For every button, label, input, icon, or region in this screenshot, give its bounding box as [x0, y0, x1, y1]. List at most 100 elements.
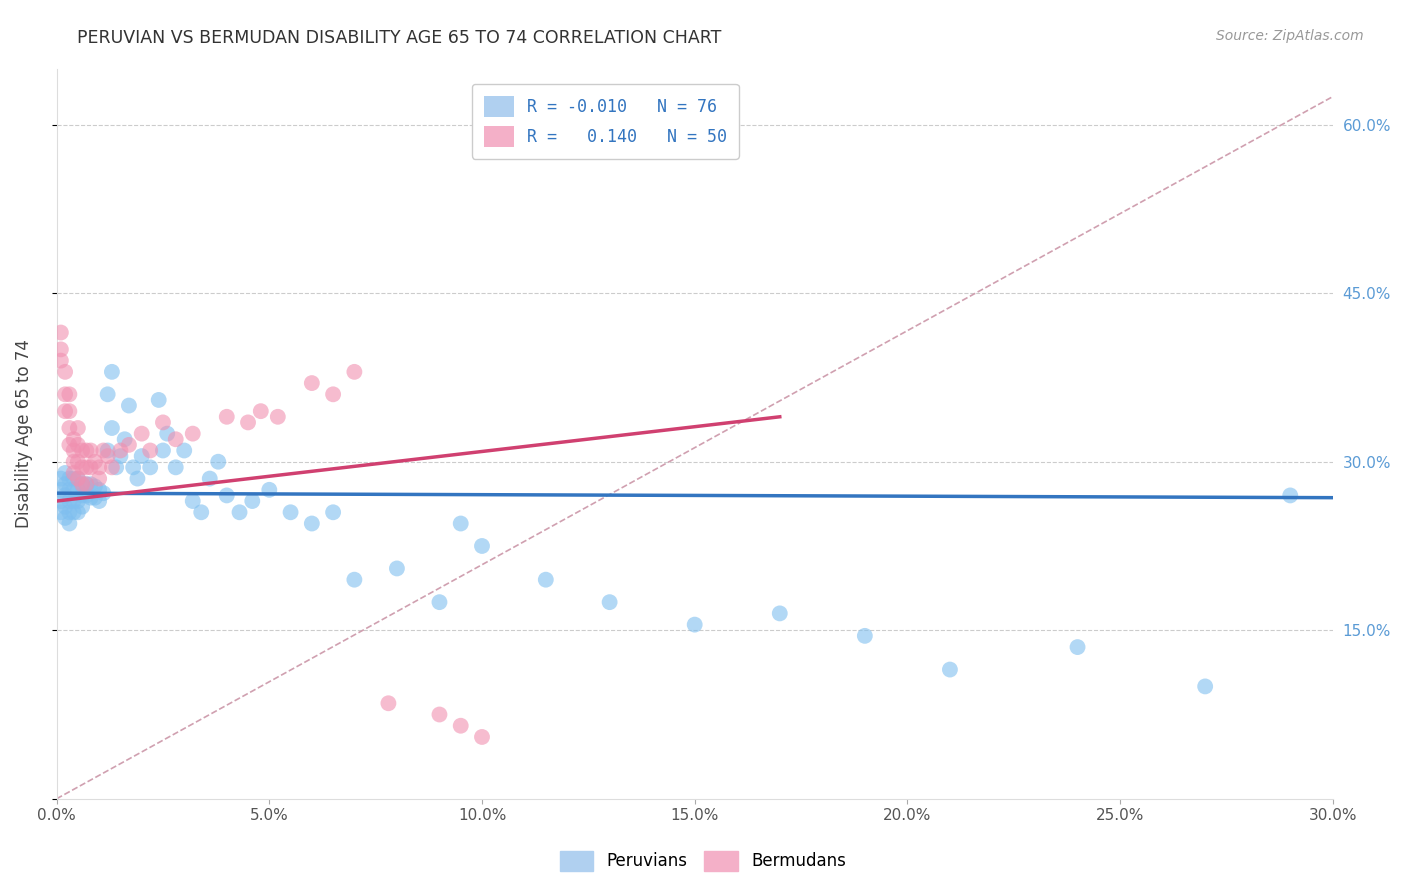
Point — [62, 432, 84, 446]
Point — [118, 438, 141, 452]
Point — [49, 483, 72, 497]
Point — [70, 443, 93, 458]
Point — [79, 460, 101, 475]
Point — [343, 573, 366, 587]
Point — [83, 491, 105, 505]
Point — [301, 376, 323, 390]
Point — [267, 409, 290, 424]
Point — [58, 472, 80, 486]
Point — [118, 399, 141, 413]
Point — [139, 443, 162, 458]
Point — [769, 607, 792, 621]
Point — [122, 460, 145, 475]
Point — [1066, 640, 1088, 654]
Point — [240, 494, 263, 508]
Point — [215, 409, 238, 424]
Point — [70, 500, 93, 514]
Point — [599, 595, 621, 609]
Legend: Peruvians, Bermudans: Peruvians, Bermudans — [551, 842, 855, 880]
Point — [148, 392, 170, 407]
Point — [66, 505, 89, 519]
Point — [853, 629, 876, 643]
Point — [301, 516, 323, 531]
Point — [165, 460, 187, 475]
Point — [53, 466, 76, 480]
Point — [66, 455, 89, 469]
Text: Source: ZipAtlas.com: Source: ZipAtlas.com — [1216, 29, 1364, 43]
Point — [49, 472, 72, 486]
Point — [89, 494, 111, 508]
Point — [131, 426, 153, 441]
Point — [49, 326, 72, 340]
Point — [450, 516, 472, 531]
Point — [53, 477, 76, 491]
Point — [280, 505, 302, 519]
Point — [110, 449, 132, 463]
Point — [75, 477, 97, 491]
Point — [471, 539, 494, 553]
Point — [70, 477, 93, 491]
Point — [152, 416, 174, 430]
Point — [385, 561, 408, 575]
Point — [49, 505, 72, 519]
Point — [62, 483, 84, 497]
Point — [79, 443, 101, 458]
Point — [89, 472, 111, 486]
Point — [66, 494, 89, 508]
Point — [75, 460, 97, 475]
Point — [58, 494, 80, 508]
Point — [53, 404, 76, 418]
Point — [89, 460, 111, 475]
Point — [79, 491, 101, 505]
Point — [165, 432, 187, 446]
Legend: R = -0.010   N = 76, R =   0.140   N = 50: R = -0.010 N = 76, R = 0.140 N = 50 — [472, 84, 738, 159]
Point — [181, 426, 204, 441]
Point — [62, 494, 84, 508]
Point — [97, 443, 120, 458]
Point — [83, 479, 105, 493]
Point — [49, 494, 72, 508]
Point — [450, 719, 472, 733]
Point — [62, 455, 84, 469]
Point — [58, 483, 80, 497]
Point — [97, 387, 120, 401]
Point — [322, 505, 344, 519]
Point — [1279, 488, 1302, 502]
Point — [139, 460, 162, 475]
Point — [62, 466, 84, 480]
Point — [114, 432, 136, 446]
Point — [322, 387, 344, 401]
Point — [173, 443, 195, 458]
Point — [70, 488, 93, 502]
Point — [1194, 680, 1216, 694]
Point — [156, 426, 179, 441]
Point — [58, 404, 80, 418]
Point — [62, 505, 84, 519]
Point — [58, 421, 80, 435]
Point — [53, 511, 76, 525]
Point — [471, 730, 494, 744]
Point — [58, 505, 80, 519]
Point — [66, 483, 89, 497]
Text: PERUVIAN VS BERMUDAN DISABILITY AGE 65 TO 74 CORRELATION CHART: PERUVIAN VS BERMUDAN DISABILITY AGE 65 T… — [77, 29, 721, 46]
Point — [75, 443, 97, 458]
Point — [97, 449, 120, 463]
Point — [236, 416, 259, 430]
Point — [181, 494, 204, 508]
Point — [66, 421, 89, 435]
Point — [66, 472, 89, 486]
Point — [152, 443, 174, 458]
Point — [343, 365, 366, 379]
Point — [53, 500, 76, 514]
Point — [53, 387, 76, 401]
Point — [939, 663, 962, 677]
Point — [534, 573, 557, 587]
Point — [93, 443, 115, 458]
Point — [66, 438, 89, 452]
Point — [228, 505, 250, 519]
Point — [127, 472, 149, 486]
Point — [62, 443, 84, 458]
Point — [75, 477, 97, 491]
Point — [49, 353, 72, 368]
Point — [377, 696, 399, 710]
